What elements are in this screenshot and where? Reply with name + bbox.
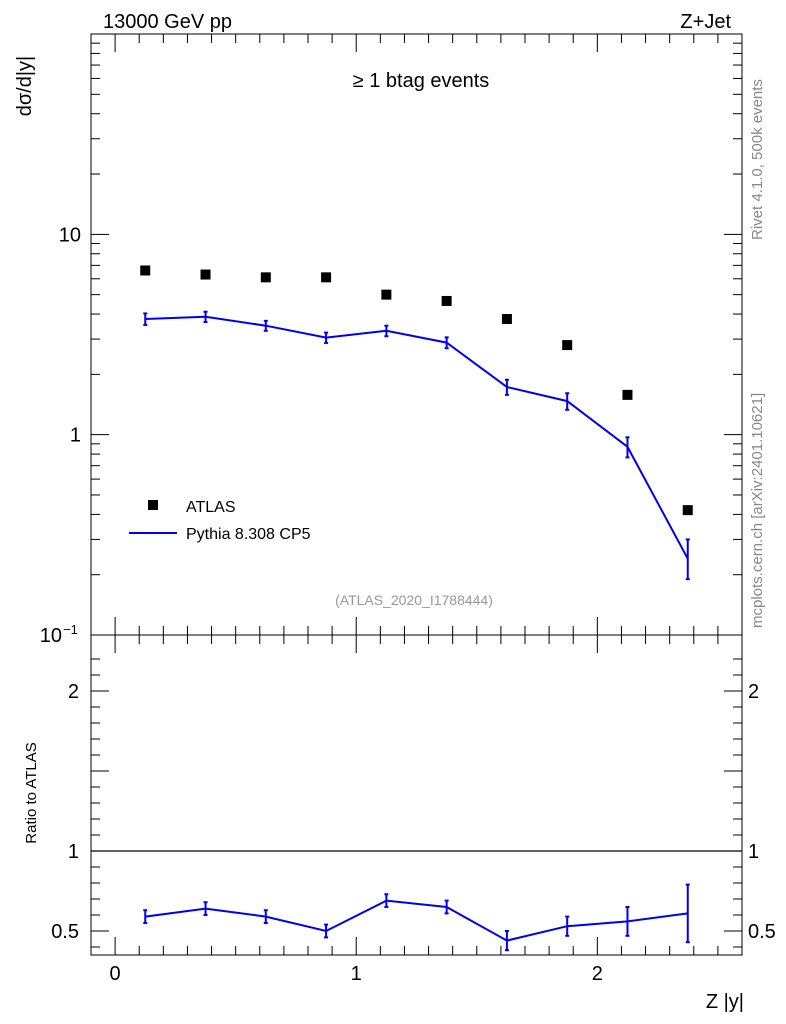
atlas-data-point [321,272,332,283]
pythia-line [145,315,689,560]
main-y-tick-label: 10 [59,224,81,246]
main-y-tick-label: 1 [70,425,81,447]
header-right: Z+Jet [680,11,731,33]
ratio-tick-labels: 0.5 0.5 1 1 2 2 0 1 2 [51,681,776,985]
ratio-y-axis-label: Ratio to ATLAS [23,742,40,843]
main-y-tick-label-exponent: −1 [63,622,78,637]
x-tick-label: 0 [110,963,121,985]
main-series-group [140,265,693,581]
legend: ATLAS Pythia 8.308 CP5 [129,499,311,543]
ratio-y-tick-label-left: 0.5 [51,921,79,943]
main-y-axis-label: dσ/d|y| [14,56,36,117]
main-axis-ticks [91,34,742,636]
atlas-data-point [562,340,573,351]
atlas-data-point [441,295,452,306]
ratio-y-tick-label-right: 2 [748,681,759,703]
main-plot-frame [90,33,743,636]
analysis-watermark: (ATLAS_2020_I1788444) [335,592,493,608]
header-left: 13000 GeV pp [103,11,232,33]
atlas-data-point [260,272,271,283]
ratio-axis-ticks [91,635,742,955]
x-tick-label: 2 [592,963,603,985]
legend-pythia-label: Pythia 8.308 CP5 [186,526,311,543]
ratio-pythia-line [145,899,688,942]
atlas-data-point [501,313,512,324]
atlas-data-point [200,269,211,280]
ratio-y-tick-label-left: 2 [68,681,79,703]
main-plot-title: ≥ 1 btag events [353,70,490,92]
side-label-rivet: Rivet 4.1.0, 500k events [749,79,766,240]
legend-atlas-marker [148,500,158,510]
ratio-y-tick-label-left: 1 [68,841,79,863]
atlas-data-point [682,505,693,516]
x-axis-label: Z |y| [706,991,744,1013]
atlas-data-point [140,265,151,276]
ratio-series-group [143,883,690,952]
ratio-plot-frame [90,634,743,956]
ratio-y-tick-label-right: 1 [748,841,759,863]
legend-atlas-label: ATLAS [186,499,236,516]
atlas-data-point [381,289,392,300]
ratio-y-tick-label-right: 0.5 [748,921,776,943]
side-label-mcplots: mcplots.cern.ch [arXiv:2401.10621] [749,393,766,628]
atlas-data-point [622,389,633,400]
x-tick-label: 1 [351,963,362,985]
main-y-tick-label: 10 [40,625,62,647]
